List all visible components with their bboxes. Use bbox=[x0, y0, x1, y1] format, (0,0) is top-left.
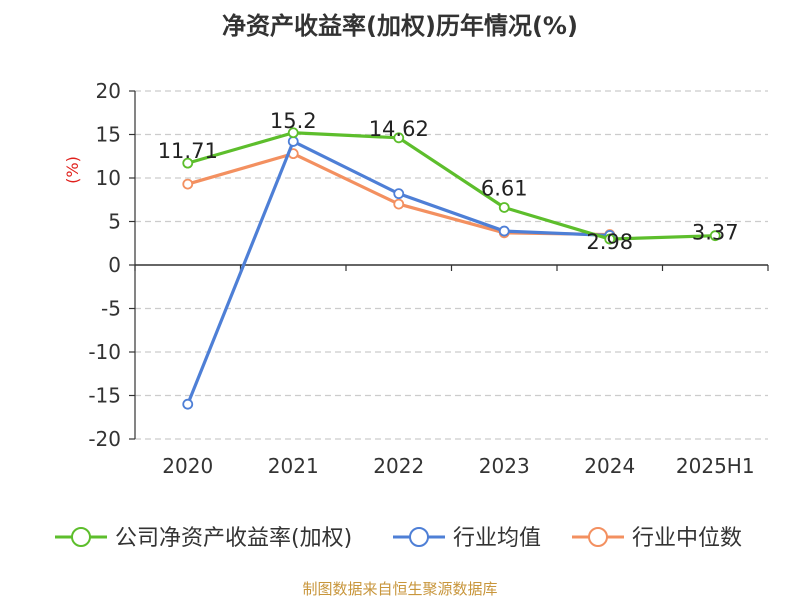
data-label: 2.98 bbox=[586, 230, 633, 254]
legend-label: 行业均值 bbox=[453, 526, 541, 551]
y-tick-label: -20 bbox=[88, 427, 121, 451]
data-point bbox=[287, 136, 299, 147]
y-tick-label: 15 bbox=[96, 123, 121, 147]
data-point bbox=[182, 398, 194, 410]
x-tick-label: 2023 bbox=[479, 454, 530, 478]
data-point bbox=[182, 178, 194, 190]
y-tick-label: 20 bbox=[96, 79, 121, 103]
gridlines bbox=[129, 90, 768, 440]
y-tick-label: 10 bbox=[96, 166, 121, 190]
x-tick-label: 2022 bbox=[373, 454, 424, 478]
data-label: 6.61 bbox=[481, 176, 528, 200]
y-tick-labels: 20 15 10 5 0 -5 -10 -15 -20 bbox=[88, 79, 121, 451]
data-label: 11.71 bbox=[158, 139, 218, 163]
data-point bbox=[498, 202, 510, 213]
data-point bbox=[287, 127, 299, 139]
y-tick-label: -10 bbox=[88, 340, 121, 364]
legend-marker bbox=[588, 527, 608, 547]
x-tick-label: 2021 bbox=[268, 454, 319, 478]
data-labels: 11.71 15.2 14.62 6.61 2.98 3.37 bbox=[158, 109, 739, 254]
data-point bbox=[709, 230, 721, 242]
y-tick-label: -15 bbox=[88, 384, 121, 408]
x-tick-labels: 2020 2021 2022 2023 2024 2025H1 bbox=[162, 454, 754, 478]
axes bbox=[134, 91, 769, 439]
y-tick-label: 5 bbox=[108, 210, 121, 234]
series-line bbox=[187, 131, 716, 241]
y-axis-label: (%) bbox=[63, 156, 82, 184]
data-point bbox=[498, 225, 510, 237]
source-note: 制图数据来自恒生聚源数据库 bbox=[302, 580, 497, 598]
series-line bbox=[186, 139, 610, 405]
data-point bbox=[393, 188, 405, 200]
y-tick-label: -5 bbox=[101, 297, 121, 321]
data-label: 15.2 bbox=[270, 109, 317, 133]
y-tick-label: 0 bbox=[108, 253, 121, 277]
data-label: 3.37 bbox=[692, 221, 739, 245]
x-tick-label: 2024 bbox=[584, 454, 635, 478]
legend-label: 行业中位数 bbox=[632, 526, 742, 551]
data-point bbox=[393, 198, 405, 210]
data-point bbox=[393, 132, 405, 144]
x-tick-label: 2020 bbox=[162, 454, 213, 478]
legend: 公司净资产收益率(加权) 行业均值 行业中位数 bbox=[55, 526, 742, 551]
data-point bbox=[182, 157, 194, 169]
legend-marker bbox=[71, 527, 91, 547]
chart-title: 净资产收益率(加权)历年情况(%) bbox=[222, 12, 578, 40]
legend-label: 公司净资产收益率(加权) bbox=[115, 526, 352, 551]
x-tick-label: 2025H1 bbox=[676, 454, 755, 478]
data-point bbox=[604, 233, 616, 245]
series-lines bbox=[182, 127, 721, 410]
data-label: 14.62 bbox=[369, 117, 429, 141]
legend-marker bbox=[409, 527, 429, 547]
